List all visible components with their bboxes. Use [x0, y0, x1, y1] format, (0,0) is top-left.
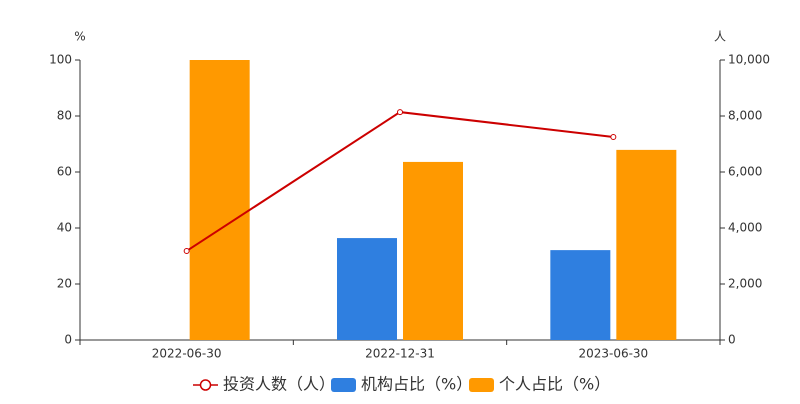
y-unit: %	[74, 30, 85, 44]
legend-label: 机构占比（%）	[361, 375, 472, 394]
y2-tick-label: 10,000	[728, 53, 770, 67]
x-tick-label: 2022-12-31	[365, 347, 435, 361]
bar	[403, 161, 463, 340]
y-tick-label: 20	[57, 277, 72, 291]
point	[183, 247, 190, 254]
y2-unit: 人	[714, 30, 726, 44]
bar	[550, 250, 611, 340]
y-tick-label: 100	[49, 53, 72, 67]
y2-tick-label: 6,000	[728, 165, 762, 179]
legend-label: 投资人数（人）	[223, 375, 335, 394]
legend-swatch	[331, 378, 356, 392]
x-tick-label: 2023-06-30	[578, 347, 648, 361]
legend-marker	[199, 379, 212, 391]
line	[186, 111, 614, 252]
bar	[337, 238, 397, 340]
y2-tick-label: 8,000	[728, 109, 762, 123]
point	[610, 134, 617, 140]
bar	[616, 149, 677, 340]
point	[397, 109, 403, 116]
bar	[189, 60, 250, 340]
y2-tick-label: 4,000	[728, 221, 762, 235]
y-tick-label: 80	[57, 109, 72, 123]
y-tick-label: 40	[57, 221, 72, 235]
legend-swatch	[469, 378, 494, 392]
y2-tick-label: 0	[728, 333, 736, 347]
y-tick-label: 0	[64, 333, 72, 347]
legend-label: 个人占比（%）	[499, 375, 610, 394]
y2-tick-label: 2,000	[728, 277, 762, 291]
x-tick-label: 2022-06-30	[152, 347, 222, 361]
y-tick-label: 60	[57, 165, 72, 179]
